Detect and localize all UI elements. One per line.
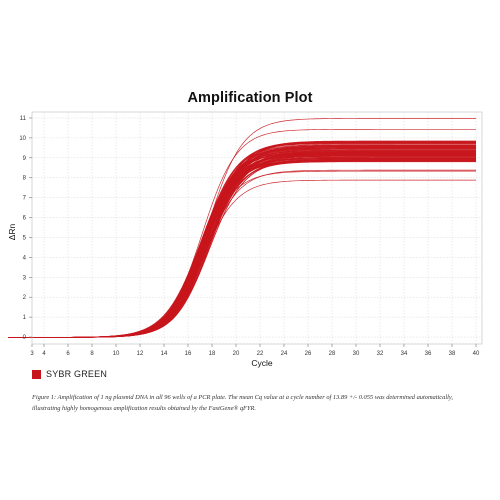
amplification-curve bbox=[8, 170, 476, 338]
figure-caption: Figure 1: Amplification of 1 ng plasmid … bbox=[32, 394, 453, 412]
x-tick-label: 24 bbox=[281, 351, 288, 357]
legend: SYBR GREEN bbox=[32, 369, 107, 379]
x-tick-label: 14 bbox=[161, 351, 168, 357]
y-tick-label: 4 bbox=[23, 255, 27, 261]
amplification-curve bbox=[8, 159, 476, 338]
y-tick-label: 9 bbox=[23, 156, 27, 162]
x-tick-label: 20 bbox=[233, 351, 240, 357]
y-tick-label: 7 bbox=[23, 196, 27, 202]
x-tick-label: 38 bbox=[449, 351, 456, 357]
x-tick-label: 28 bbox=[329, 351, 336, 357]
amplification-curve bbox=[8, 149, 476, 338]
x-tick-label: 3 bbox=[30, 351, 34, 357]
y-tick-label: 0 bbox=[23, 335, 27, 341]
x-tick-label: 10 bbox=[113, 351, 120, 357]
amplification-curve bbox=[7, 161, 476, 338]
x-tick-label: 18 bbox=[209, 351, 216, 357]
amplification-curve bbox=[8, 158, 476, 338]
x-tick-label: 36 bbox=[425, 351, 432, 357]
x-tick-label: 32 bbox=[377, 351, 384, 357]
amplification-curve bbox=[8, 179, 476, 338]
amplification-curve bbox=[8, 161, 476, 338]
y-tick-label: 8 bbox=[23, 176, 27, 182]
amplification-curve bbox=[8, 155, 476, 338]
y-tick-label: 1 bbox=[23, 315, 27, 321]
axes bbox=[29, 111, 483, 347]
x-tick-label: 40 bbox=[473, 351, 480, 357]
x-tick-label: 8 bbox=[90, 351, 94, 357]
x-axis-label: Cycle bbox=[251, 358, 273, 368]
amplification-curve bbox=[8, 158, 476, 338]
amplification-curve bbox=[8, 158, 476, 338]
y-tick-label: 5 bbox=[23, 235, 27, 241]
plot-frame bbox=[31, 111, 483, 345]
amplification-curve bbox=[8, 159, 476, 338]
legend-swatch bbox=[32, 369, 41, 379]
y-tick-label: 2 bbox=[23, 295, 27, 301]
amplification-curve bbox=[8, 169, 476, 338]
x-tick-label: 12 bbox=[137, 351, 144, 357]
x-tick-label: 6 bbox=[66, 351, 70, 357]
x-tick-label: 22 bbox=[257, 351, 264, 357]
amplification-curve bbox=[8, 155, 476, 338]
y-axis-label: ΔRn bbox=[7, 223, 17, 240]
amplification-curve bbox=[8, 158, 476, 338]
x-tick-label: 34 bbox=[401, 351, 408, 357]
amplification-curve bbox=[8, 158, 476, 338]
amplification-curve bbox=[8, 154, 476, 338]
amplification-curve bbox=[8, 155, 476, 338]
y-tick-label: 3 bbox=[23, 275, 27, 281]
y-tick-label: 6 bbox=[23, 216, 27, 222]
x-tick-label: 16 bbox=[185, 351, 192, 357]
amplification-curve bbox=[8, 159, 476, 338]
y-tick-label: 10 bbox=[19, 136, 26, 142]
chart-title: Amplification Plot bbox=[187, 90, 313, 106]
legend-label: SYBR GREEN bbox=[46, 369, 108, 379]
amplification-curve bbox=[8, 161, 476, 338]
x-tick-label: 4 bbox=[42, 351, 46, 357]
amplification-curves bbox=[7, 118, 476, 338]
x-tick-label: 30 bbox=[353, 351, 360, 357]
grid-lines bbox=[32, 112, 482, 344]
tick-labels: 3 4 6 8 10 12 14 16 18 20 22 24 26 28 30 32 34 36 38 400123… bbox=[19, 116, 480, 357]
x-tick-label: 26 bbox=[305, 351, 312, 357]
amplification-curve bbox=[8, 158, 476, 338]
amplification-curve bbox=[8, 159, 476, 338]
y-tick-label: 11 bbox=[20, 116, 27, 122]
